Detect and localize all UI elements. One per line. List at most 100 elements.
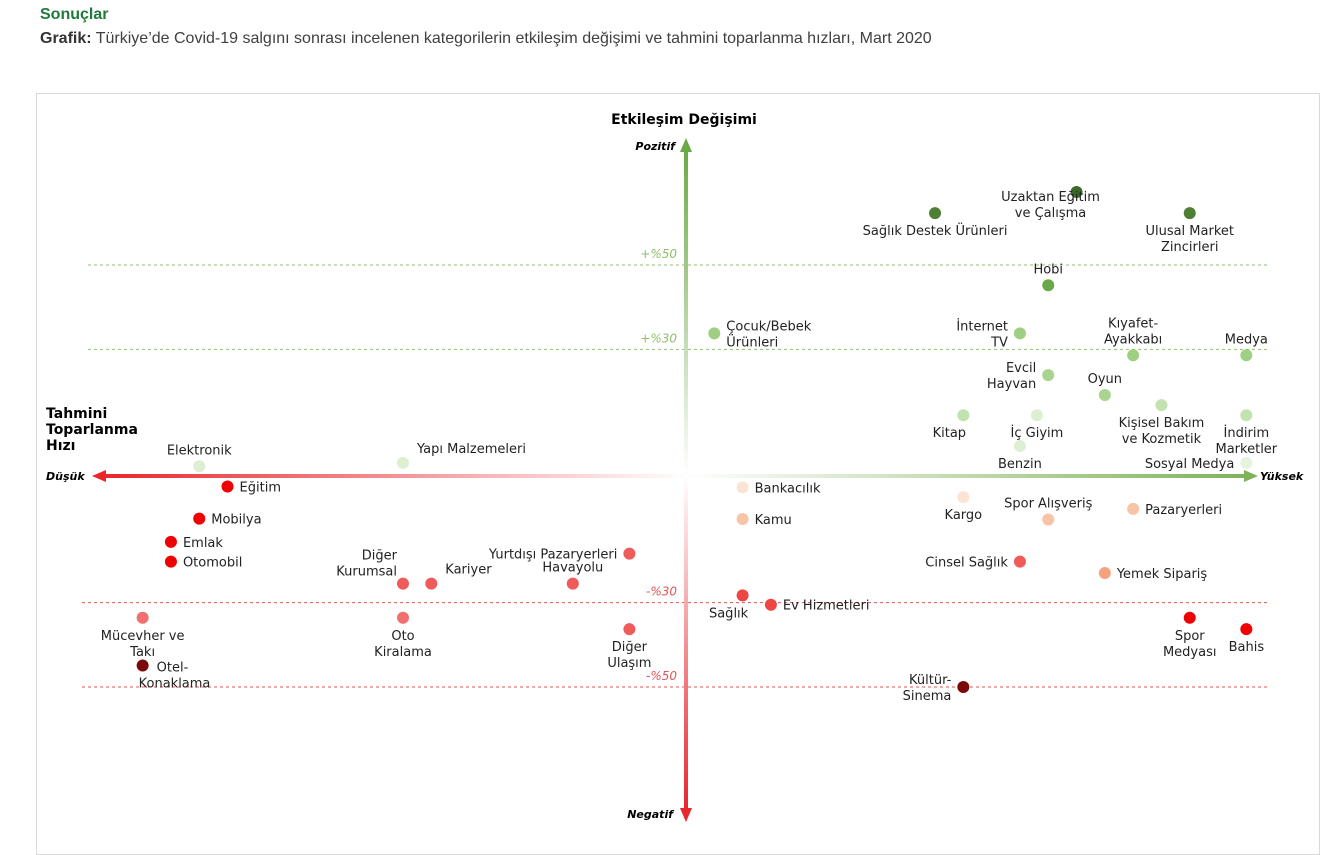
point-kamu — [736, 513, 749, 526]
point-label: Hayvan — [987, 377, 1036, 392]
point-label: Sinema — [903, 689, 952, 704]
point-saglik — [736, 589, 749, 602]
point-label: Ulaşım — [607, 656, 651, 671]
point-label: Otel- — [157, 660, 189, 675]
point-label: Kitap — [933, 426, 966, 441]
point-label: İndirim — [1224, 425, 1270, 441]
x-axis-high-label: Yüksek — [1260, 470, 1304, 483]
caption-text: Türkiye’de Covid-19 salgını sonrası ince… — [91, 30, 932, 47]
point-diger-kurumsal — [397, 577, 409, 590]
point-kultur-sinema — [957, 681, 970, 693]
point-label: Kiralama — [374, 645, 432, 660]
point-uzaktan-egitim-ve-calisma — [1070, 185, 1083, 198]
point-label: Cinsel Sağlık — [925, 556, 1008, 571]
point-label: İnternet — [956, 318, 1008, 334]
point-label: Kariyer — [445, 563, 492, 578]
y-axis-positive-label: Pozitif — [635, 140, 676, 153]
x-axis-low — [104, 474, 686, 478]
point-label: Marketler — [1216, 442, 1278, 457]
x-axis-arrow-left — [92, 470, 106, 482]
point-hobi — [1042, 279, 1055, 292]
point-label: Diğer — [362, 549, 398, 564]
x-axis-high — [686, 474, 1246, 478]
point-label: Sağlık Destek Ürünleri — [863, 222, 1008, 239]
point-label: Takı — [129, 645, 155, 660]
x-axis-title: Toparlanma — [46, 422, 138, 438]
point-label: Kargo — [945, 508, 983, 523]
point-ev-hizmetleri — [764, 598, 777, 611]
point-label: TV — [990, 335, 1008, 350]
point-mucevher-ve-taki — [136, 611, 149, 624]
point-cocuk-bebek-urunleri — [708, 327, 721, 340]
y-axis-title: Etkileşim Değişimi — [611, 112, 757, 128]
point-label: Oto — [391, 629, 414, 644]
point-yurtdisi-pazaryerleri — [623, 547, 636, 560]
point-internet-tv — [1013, 327, 1026, 340]
point-otomobil — [164, 555, 177, 568]
y-axis-arrow-up — [680, 138, 692, 152]
point-bahis — [1240, 623, 1253, 636]
point-label: Medya — [1225, 332, 1268, 347]
point-egitim — [221, 480, 234, 493]
point-kargo — [957, 491, 970, 504]
point-label: Eğitim — [240, 481, 281, 496]
point-label: Çocuk/Bebek — [726, 319, 811, 334]
point-yapi-malzemeleri — [397, 456, 409, 469]
point-kiyafet-ayakkabi — [1127, 349, 1140, 362]
point-label: Uzaktan Eğitim — [1001, 190, 1100, 205]
point-label: ve Kozmetik — [1122, 432, 1202, 447]
point-elektronik — [193, 460, 206, 473]
point-label: Kültür- — [909, 673, 952, 688]
point-yemek-siparis — [1098, 567, 1111, 580]
point-label: Bankacılık — [755, 481, 821, 496]
point-label: Elektronik — [167, 443, 232, 458]
point-label: Sağlık — [709, 606, 749, 621]
point-label: Spor — [1175, 629, 1205, 644]
y-axis-negative-label: Negatif — [627, 808, 674, 821]
point-label: Havayolu — [542, 561, 603, 576]
point-label: Ayakkabı — [1104, 332, 1162, 347]
point-label: Sosyal Medya — [1145, 457, 1235, 472]
point-label: Yapı Malzemeleri — [416, 442, 526, 457]
point-label: Medyası — [1163, 645, 1217, 660]
point-label: İç Giyim — [1011, 425, 1064, 441]
y-axis-arrow-down — [680, 808, 692, 822]
point-bankacilik — [736, 481, 749, 494]
point-label: Otomobil — [183, 556, 242, 571]
point-oto-kiralama — [397, 611, 409, 624]
x-axis-arrow-right — [1244, 470, 1258, 482]
reference-line-label: -%30 — [646, 585, 677, 599]
point-label: Kişisel Bakım — [1119, 416, 1205, 431]
x-axis-title: Hızı — [46, 438, 75, 454]
point-label: Kıyafet- — [1108, 316, 1158, 331]
point-kisisel-bakim-ve-kozmetik — [1155, 399, 1168, 412]
point-pazaryerleri — [1127, 502, 1140, 515]
point-label: Diğer — [612, 640, 648, 655]
point-kitap — [957, 409, 970, 422]
x-axis-title: Tahmini — [46, 406, 107, 422]
point-label: Ev Hizmetleri — [783, 599, 870, 614]
point-medya — [1240, 349, 1253, 362]
point-cinsel-saglik — [1013, 555, 1026, 568]
point-label: Konaklama — [139, 676, 211, 691]
point-label: Yemek Sipariş — [1116, 567, 1208, 582]
y-axis-positive — [684, 150, 688, 476]
point-label: Benzin — [998, 457, 1042, 472]
point-label: Kamu — [755, 513, 792, 528]
chart-caption: Grafik: Türkiye’de Covid-19 salgını sonr… — [40, 30, 932, 48]
point-diger-ulasim — [623, 623, 636, 636]
point-evcil-hayvan — [1042, 369, 1055, 382]
point-label: Mücevher ve — [101, 629, 185, 644]
point-label: Ürünleri — [726, 333, 778, 350]
caption-prefix: Grafik: — [40, 30, 92, 47]
point-label: Yurtdışı Pazaryerleri — [488, 548, 617, 563]
point-benzin — [1013, 440, 1026, 453]
point-oyun — [1098, 388, 1111, 401]
point-sosyal-medya — [1240, 456, 1253, 469]
y-axis-negative — [684, 476, 688, 810]
point-label: Spor Alışveriş — [1004, 496, 1092, 511]
point-label: Emlak — [183, 536, 223, 551]
point-mobilya — [193, 512, 206, 525]
point-label: Zincirleri — [1161, 240, 1218, 255]
point-saglik-destek-urunleri — [929, 207, 942, 220]
